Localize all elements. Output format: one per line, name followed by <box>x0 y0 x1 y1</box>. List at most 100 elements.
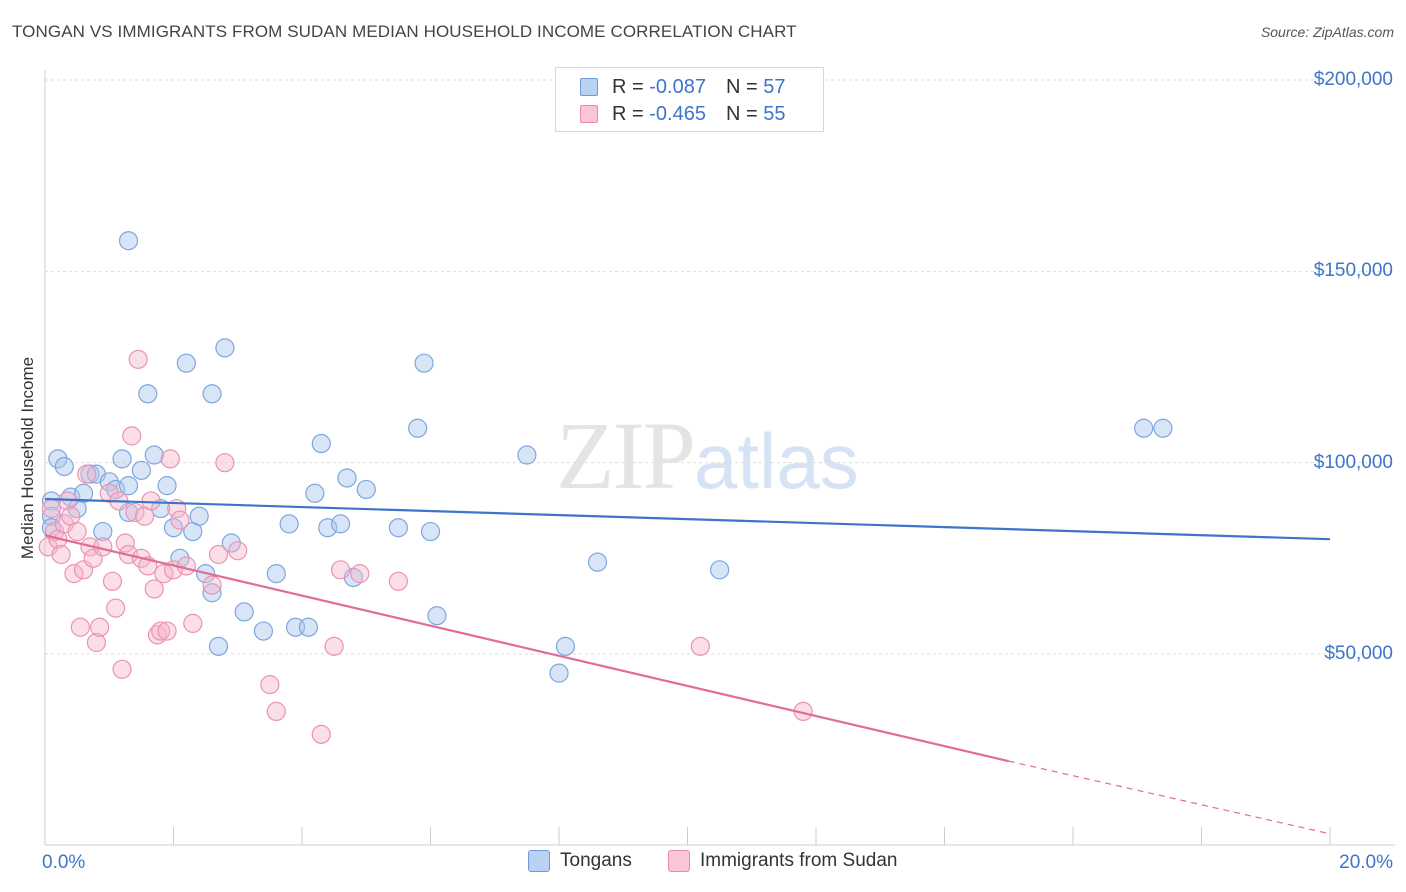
tongans-point <box>234 602 254 622</box>
sudan-point <box>115 533 135 553</box>
sudan-point <box>90 617 110 637</box>
tongans-point <box>151 498 171 519</box>
series-legend-tongans[interactable]: Tongans <box>528 850 632 872</box>
chart-title: TONGAN VS IMMIGRANTS FROM SUDAN MEDIAN H… <box>12 22 797 41</box>
tongans-point <box>517 445 537 465</box>
legend-r-value-tongans: -0.087 <box>649 75 706 98</box>
watermark-atlas: atlas <box>694 417 859 505</box>
tongans-point <box>305 483 325 503</box>
y-axis-label: Median Household Income <box>18 356 37 560</box>
tongans-point <box>279 514 299 534</box>
tongans-point <box>1134 418 1154 438</box>
watermark-zip: ZIP <box>556 402 696 509</box>
legend-swatch-sudan <box>580 105 598 123</box>
tongans-point <box>587 552 608 572</box>
y-tick-label: $200,000 <box>1313 69 1393 90</box>
sudan-point <box>128 349 148 369</box>
sudan-point <box>77 464 97 484</box>
y-tick-label: $100,000 <box>1313 451 1393 473</box>
tongans-point <box>189 506 209 526</box>
tongans-point <box>144 445 164 465</box>
sudan-point <box>154 564 174 584</box>
series-legend-sudan[interactable]: Immigrants from Sudan <box>668 850 897 872</box>
x-tick-label-max: 20.0% <box>1339 852 1393 873</box>
sudan-point <box>228 541 248 561</box>
sudan-point <box>208 544 229 565</box>
tongans-point <box>298 617 319 637</box>
tongans-point <box>221 533 241 553</box>
tongans-point <box>215 338 235 358</box>
sudan-point <box>160 449 180 469</box>
tongans-point <box>330 514 351 534</box>
sudan-point <box>151 621 171 641</box>
sudan-point <box>51 544 71 565</box>
legend-n-label: N = <box>725 102 758 125</box>
legend-row-sudan: R = -0.465 N = 55 <box>580 101 785 127</box>
watermark: ZIPatlas <box>556 400 859 511</box>
sudan-point <box>41 498 62 519</box>
tongans-point <box>1153 418 1173 438</box>
series-legend-label-tongans: Tongans <box>560 850 632 871</box>
x-tick-label-min: 0.0% <box>42 852 86 873</box>
sudan-point <box>70 617 90 637</box>
series-legend-swatch-sudan <box>668 850 690 872</box>
tongans-trend-line <box>44 497 1331 541</box>
tongans-point <box>208 636 229 656</box>
source-credit: Source: ZipAtlas.com <box>1260 24 1394 40</box>
sudan-point <box>157 621 177 641</box>
tongans-point <box>157 476 177 496</box>
tongans-point <box>266 564 286 584</box>
tongans-point <box>318 518 338 538</box>
tongans-point <box>388 518 408 538</box>
sudan-point <box>350 564 370 584</box>
sudan-point <box>330 560 351 580</box>
sudan-point <box>311 724 331 744</box>
tongans-point <box>41 491 62 511</box>
sudan-point <box>112 659 132 679</box>
tongans-point <box>176 353 196 373</box>
tongans-point <box>112 449 132 469</box>
tongans-point <box>420 521 441 542</box>
tongans-point <box>414 353 434 373</box>
sudan-point <box>141 491 161 511</box>
sudan-point <box>324 636 344 656</box>
sudan-point <box>144 579 164 599</box>
tongans-point <box>356 479 376 500</box>
legend-r-value-sudan: -0.465 <box>649 102 706 125</box>
sudan-trend-extrapolation <box>1008 760 1331 835</box>
correlation-legend: R = -0.087 N = 57 R = -0.465 N = 55 <box>555 67 824 132</box>
tongans-point <box>202 583 222 603</box>
tongans-point <box>118 476 139 496</box>
sudan-trend-line <box>44 534 1010 763</box>
legend-n-value-tongans: 57 <box>763 75 786 98</box>
legend-r-label: R = <box>612 75 644 98</box>
legend-r-label: R = <box>612 102 644 125</box>
legend-n-label: N = <box>725 75 758 98</box>
tongans-point <box>311 433 331 454</box>
sudan-point <box>266 701 286 722</box>
tongans-point <box>202 384 222 404</box>
sudan-point <box>388 571 408 591</box>
tongans-point <box>131 460 151 480</box>
legend-row-tongans: R = -0.087 N = 57 <box>580 74 785 100</box>
tongans-point <box>549 663 569 683</box>
y-tick-label: $50,000 <box>1324 643 1393 664</box>
sudan-point <box>260 675 280 695</box>
tongans-point <box>555 636 576 656</box>
sudan-point <box>102 571 123 591</box>
y-tick-label: $150,000 <box>1313 260 1393 282</box>
tongans-point <box>710 560 730 580</box>
series-legend: Tongans Immigrants from Sudan <box>0 850 1406 880</box>
tongans-point <box>118 231 139 251</box>
sudan-point <box>86 632 107 653</box>
sudan-point <box>202 575 222 595</box>
tongans-point <box>427 606 447 626</box>
tongans-point <box>253 621 274 641</box>
tongans-point <box>93 521 113 542</box>
legend-swatch-tongans <box>580 78 598 96</box>
tongans-point <box>99 472 119 492</box>
series-legend-label-sudan: Immigrants from Sudan <box>700 850 898 871</box>
series-legend-swatch-tongans <box>528 850 550 872</box>
tongans-point <box>48 449 68 469</box>
sudan-point <box>183 613 203 633</box>
